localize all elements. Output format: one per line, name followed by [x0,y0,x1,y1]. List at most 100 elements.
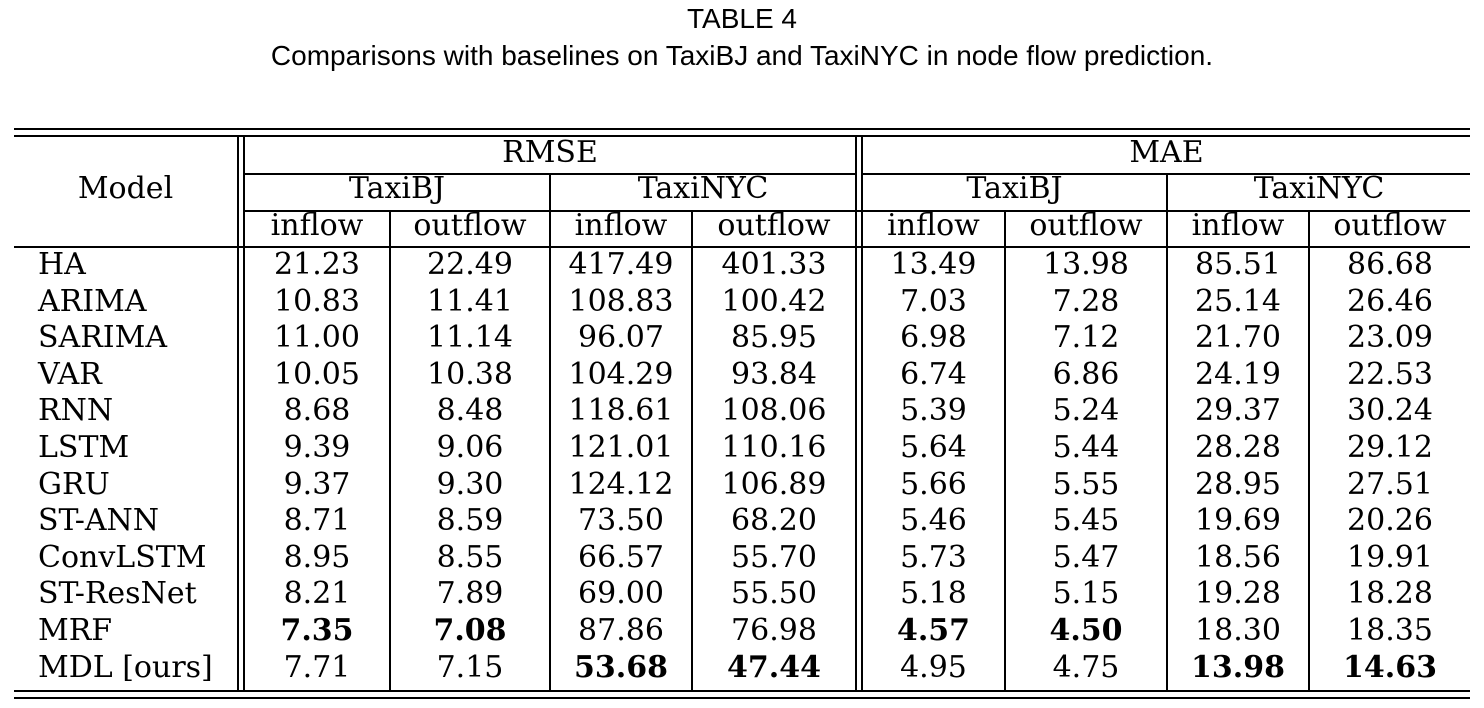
table-cell: 55.50 [731,576,817,612]
table-cell: 8.68 [283,393,351,429]
flow-header: outflow [413,208,527,243]
table-cell: 24.19 [1195,356,1281,392]
table-cell: 22.53 [1347,356,1433,392]
flow-divider-3 [1004,212,1006,690]
table-cell: 20.26 [1347,503,1433,539]
table-cell: 6.74 [900,356,967,392]
table-cell: 4.57 [896,613,971,648]
table-cell: 76.98 [731,613,817,648]
table-cell: 25.14 [1195,283,1281,319]
table-cell: 5.55 [1052,466,1120,502]
table-cell: 9.06 [436,430,504,465]
flow-header: inflow [1191,208,1285,243]
table-cell: 4.75 [1052,649,1120,685]
metric-header-rmse: RMSE [502,135,598,170]
table-cell: 10.83 [274,283,360,319]
table-cell: 104.29 [568,356,674,392]
top-rule-1 [14,128,1470,130]
table-cell: 68.20 [731,503,817,539]
table-row-model: LSTM [38,430,130,465]
table-cell: 29.12 [1347,430,1433,465]
flow-header: outflow [1333,208,1447,243]
metric-underline-mae [863,173,1470,175]
table-cell: 124.12 [568,466,674,502]
table-cell: 7.35 [280,613,354,648]
metric-divider-1 [855,137,857,690]
flow-header: inflow [270,208,364,243]
metric-divider-2 [861,137,863,690]
table-cell: 6.86 [1052,356,1120,392]
table-cell: 87.86 [578,613,664,648]
table-cell: 5.47 [1052,539,1120,575]
table-cell: 7.12 [1052,320,1120,356]
table-cell: 26.46 [1347,283,1433,319]
table-cell: 13.49 [890,247,977,282]
table-cell: 9.30 [436,466,504,502]
table-cell: 73.50 [578,503,664,539]
table-cell: 9.37 [283,466,351,502]
table-cell: 14.63 [1343,649,1437,685]
table-cell: 5.44 [1052,430,1120,465]
dataset-header: TaxiNYC [637,171,769,206]
metric-underline-rmse [245,173,855,175]
table-cell: 5.73 [900,539,967,575]
table-cell: 5.46 [900,503,967,539]
table-cell: 66.57 [578,539,664,575]
table-cell: 86.68 [1347,247,1433,282]
table-cell: 108.06 [721,393,827,429]
table-cell: 47.44 [727,649,821,685]
model-header: Model [77,171,174,206]
table-cell: 7.71 [283,649,351,685]
table-caption-label: TABLE 4 [687,3,797,34]
table-row-model: ConvLSTM [38,539,207,575]
table-cell: 8.95 [283,539,351,575]
table-cell: 27.51 [1347,466,1433,502]
flow-header: inflow [887,208,980,243]
table-cell: 8.59 [436,503,504,539]
table-cell: 21.23 [274,247,360,282]
table-cell: 8.71 [283,503,351,539]
table-cell: 121.01 [568,430,674,465]
table-cell: 10.05 [274,356,360,392]
table-cell: 69.00 [578,576,664,612]
table-cell: 5.18 [900,576,967,612]
table-cell: 118.61 [568,393,674,429]
table-cell: 93.84 [731,356,817,392]
table-cell: 106.89 [721,466,827,502]
dataset-divider-mae [1166,174,1168,690]
table-cell: 4.50 [1049,613,1123,648]
table-cell: 11.14 [427,320,513,356]
table-cell: 5.24 [1052,393,1120,429]
table-cell: 5.66 [900,466,967,502]
flow-header: outflow [717,208,831,243]
flow-header: outflow [1029,208,1143,243]
table-cell: 4.95 [900,649,967,685]
dataset-header: TaxiNYC [1253,171,1385,206]
table-cell: 108.83 [568,283,674,319]
table-row-model: VAR [38,356,102,392]
table-cell: 5.39 [900,393,967,429]
table-cell: 8.21 [283,576,351,612]
flow-divider-1 [389,212,391,690]
table-cell: 19.91 [1347,539,1433,575]
table-row-model: GRU [38,466,110,502]
table-cell: 21.70 [1195,320,1281,356]
table-row-model: SARIMA [38,320,168,356]
bottom-rule-1 [14,690,1470,692]
table-cell: 6.98 [900,320,967,356]
table-cell: 85.51 [1195,247,1281,282]
table-cell: 13.98 [1191,649,1285,685]
top-rule-2 [14,135,1470,137]
table-cell: 110.16 [721,430,827,465]
table-cell: 7.03 [900,283,967,319]
table-row-model: MRF [38,613,113,648]
dataset-divider-rmse [549,174,551,690]
table-cell: 11.41 [427,283,513,319]
flow-header: inflow [574,208,668,243]
table-cell: 5.15 [1052,576,1120,612]
table-row-model: ST-ResNet [38,576,197,612]
table-cell: 7.89 [436,576,504,612]
table-cell: 8.55 [436,539,504,575]
table-cell: 23.09 [1347,320,1433,356]
flow-divider-2 [691,212,693,690]
